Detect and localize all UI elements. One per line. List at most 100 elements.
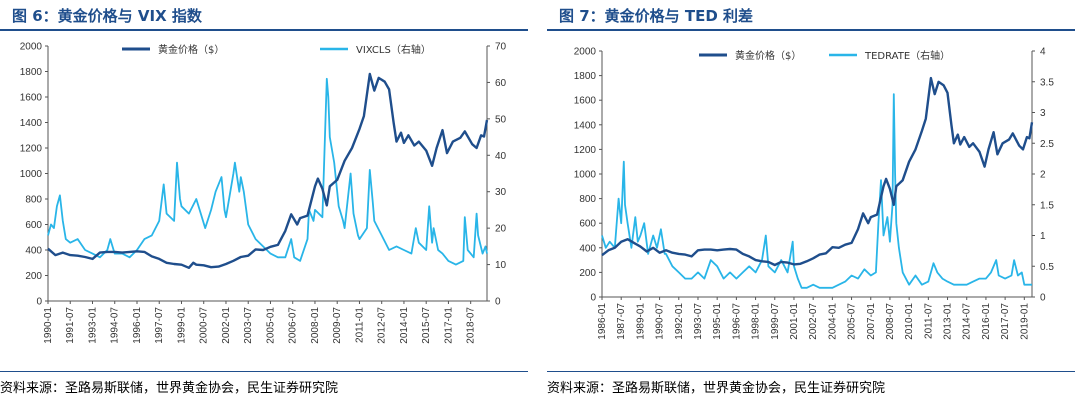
y-right-tick-label: 60 bbox=[495, 78, 507, 89]
x-tick-label: 1987-07 bbox=[616, 303, 627, 340]
x-tick-label: 1994-07 bbox=[110, 307, 121, 344]
x-tick-label: 2009-07 bbox=[332, 307, 343, 344]
x-tick-label: 2014-01 bbox=[399, 307, 410, 344]
y-right-tick-label: 20 bbox=[495, 224, 507, 235]
x-tick-label: 2005-01 bbox=[265, 307, 276, 344]
x-tick-label: 2011-07 bbox=[923, 303, 934, 339]
x-tick-label: 1996-01 bbox=[132, 307, 143, 344]
x-tick-label: 2011-01 bbox=[354, 307, 365, 343]
y-left-tick-label: 1200 bbox=[20, 144, 43, 155]
x-tick-label: 1991-07 bbox=[65, 307, 76, 344]
x-tick-label: 1990-07 bbox=[655, 303, 666, 340]
x-tick-label: 2017-01 bbox=[443, 307, 454, 344]
x-tick-label: 2014-07 bbox=[962, 303, 973, 340]
x-tick-label: 2001-01 bbox=[789, 303, 800, 340]
y-left-tick-label: 400 bbox=[25, 246, 42, 257]
legend-label: 黄金价格（$） bbox=[735, 49, 801, 62]
x-tick-label: 1993-07 bbox=[693, 303, 704, 340]
y-left-tick-label: 0 bbox=[36, 297, 42, 308]
x-tick-label: 2006-07 bbox=[288, 307, 299, 344]
x-tick-label: 2003-07 bbox=[243, 307, 254, 344]
legend-label: VIXCLS（右轴） bbox=[356, 43, 431, 56]
y-right-tick-label: 0 bbox=[1040, 293, 1046, 304]
x-tick-label: 1990-01 bbox=[43, 307, 54, 344]
x-tick-label: 1993-01 bbox=[87, 307, 98, 344]
y-right-tick-label: 50 bbox=[495, 114, 507, 125]
y-left-tick-label: 800 bbox=[579, 194, 596, 205]
chart-bottom-rule bbox=[547, 371, 1075, 372]
gold-ted-chart: 0 200 400 600 800 1000 1200 1400 1600 1800 2000 0 0.… bbox=[574, 47, 1055, 340]
x-tick-label: 2013-01 bbox=[943, 303, 954, 340]
x-tick-label: 1999-07 bbox=[770, 303, 781, 340]
x-tick-label: 2007-01 bbox=[866, 303, 877, 340]
y-right-tick-label: 0 bbox=[495, 297, 501, 308]
y-left-tick-label: 200 bbox=[25, 271, 42, 282]
x-tick-label: 2016-01 bbox=[981, 303, 992, 340]
x-tick-label: 2017-07 bbox=[1000, 303, 1011, 340]
y-left-tick-label: 1800 bbox=[574, 71, 597, 82]
source-note: 资料来源：圣路易斯联储，世界黄金协会，民生证券研究院 bbox=[547, 381, 886, 396]
x-tick-label: 1996-07 bbox=[731, 303, 742, 340]
x-tick-label: 1997-07 bbox=[154, 307, 165, 344]
y-right-tick-label: 1 bbox=[1040, 231, 1046, 242]
x-tick-label: 1995-01 bbox=[712, 303, 723, 340]
x-tick-label: 1998-01 bbox=[751, 303, 762, 340]
y-left-tick-label: 800 bbox=[25, 195, 42, 206]
x-tick-label: 2012-07 bbox=[377, 307, 388, 344]
gold-price-line bbox=[47, 72, 489, 269]
y-left-tick-label: 1200 bbox=[574, 145, 597, 156]
x-tick-label: 2015-07 bbox=[421, 307, 432, 344]
y-left-tick-label: 400 bbox=[579, 243, 596, 254]
y-left-tick-label: 1000 bbox=[20, 169, 43, 180]
x-tick-label: 2000-07 bbox=[199, 307, 210, 344]
y-left-tick-label: 1600 bbox=[574, 96, 597, 107]
y-left-tick-label: 600 bbox=[579, 219, 596, 230]
gold-price-line bbox=[601, 76, 1034, 267]
y-right-tick-label: 1.5 bbox=[1040, 200, 1054, 211]
y-left-tick-label: 0 bbox=[590, 293, 596, 304]
y-right-tick-label: 2 bbox=[1040, 170, 1046, 181]
y-left-tick-label: 1400 bbox=[574, 120, 597, 131]
chart-panel-vix: 图 6：黄金价格与 VIX 指数 0 200 400 600 800 1000 1200 14… bbox=[0, 0, 528, 409]
gold-vix-chart: 0 200 400 600 800 1000 1200 1400 1600 1800 2000 0 10… bbox=[20, 42, 507, 344]
y-left-tick-label: 600 bbox=[25, 220, 42, 231]
x-tick-label: 1986-01 bbox=[597, 303, 608, 340]
y-right-tick-label: 0.5 bbox=[1040, 262, 1054, 273]
y-left-tick-label: 1000 bbox=[574, 170, 597, 181]
x-tick-label: 1989-01 bbox=[635, 303, 646, 340]
x-tick-label: 2002-07 bbox=[808, 303, 819, 340]
y-right-tick-label: 3.5 bbox=[1040, 77, 1054, 88]
title-underline bbox=[547, 29, 1075, 31]
y-right-tick-label: 2.5 bbox=[1040, 139, 1054, 150]
y-right-tick-label: 4 bbox=[1040, 47, 1046, 58]
x-tick-label: 2019-01 bbox=[1019, 303, 1030, 340]
chart-bottom-rule bbox=[0, 371, 528, 372]
y-left-tick-label: 2000 bbox=[574, 47, 597, 58]
x-tick-label: 2008-01 bbox=[310, 307, 321, 344]
y-right-tick-label: 30 bbox=[495, 187, 507, 198]
y-right-tick-label: 40 bbox=[495, 151, 507, 162]
legend-label: TEDRATE（右轴） bbox=[864, 49, 950, 62]
x-tick-label: 1999-01 bbox=[176, 307, 187, 344]
x-tick-label: 2018-07 bbox=[466, 307, 477, 344]
y-left-tick-label: 1600 bbox=[20, 93, 43, 104]
x-tick-label: 2002-01 bbox=[221, 307, 232, 344]
title-underline bbox=[0, 29, 528, 31]
secondary-series-line bbox=[47, 77, 488, 266]
y-left-tick-label: 1400 bbox=[20, 118, 43, 129]
chart-panel-ted: 图 7：黄金价格与 TED 利差 0 200 400 600 800 1000 1200 14… bbox=[547, 0, 1075, 409]
y-left-tick-label: 2000 bbox=[20, 42, 43, 53]
x-tick-label: 2010-01 bbox=[904, 303, 915, 340]
chart-title: 图 6：黄金价格与 VIX 指数 bbox=[12, 7, 202, 25]
y-right-tick-label: 70 bbox=[495, 42, 507, 53]
y-left-tick-label: 1800 bbox=[20, 67, 43, 78]
legend-label: 黄金价格（$） bbox=[158, 43, 224, 56]
source-note: 资料来源：圣路易斯联储，世界黄金协会，民生证券研究院 bbox=[0, 381, 339, 396]
y-right-tick-label: 3 bbox=[1040, 108, 1046, 119]
x-tick-label: 2004-01 bbox=[827, 303, 838, 340]
chart-title: 图 7：黄金价格与 TED 利差 bbox=[559, 7, 754, 25]
x-tick-label: 2008-07 bbox=[885, 303, 896, 340]
x-tick-label: 2005-07 bbox=[847, 303, 858, 340]
secondary-series-line bbox=[601, 93, 1032, 289]
y-left-tick-label: 200 bbox=[579, 268, 596, 279]
